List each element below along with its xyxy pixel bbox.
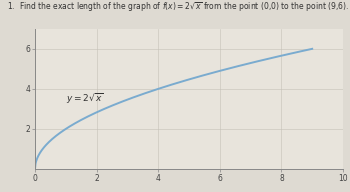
Text: $y = 2\sqrt{x}$: $y = 2\sqrt{x}$ [66,92,104,106]
Text: 1.  Find the exact length of the graph of $f(x) = 2\sqrt{x}$ from the point (0,0: 1. Find the exact length of the graph of… [7,1,349,14]
